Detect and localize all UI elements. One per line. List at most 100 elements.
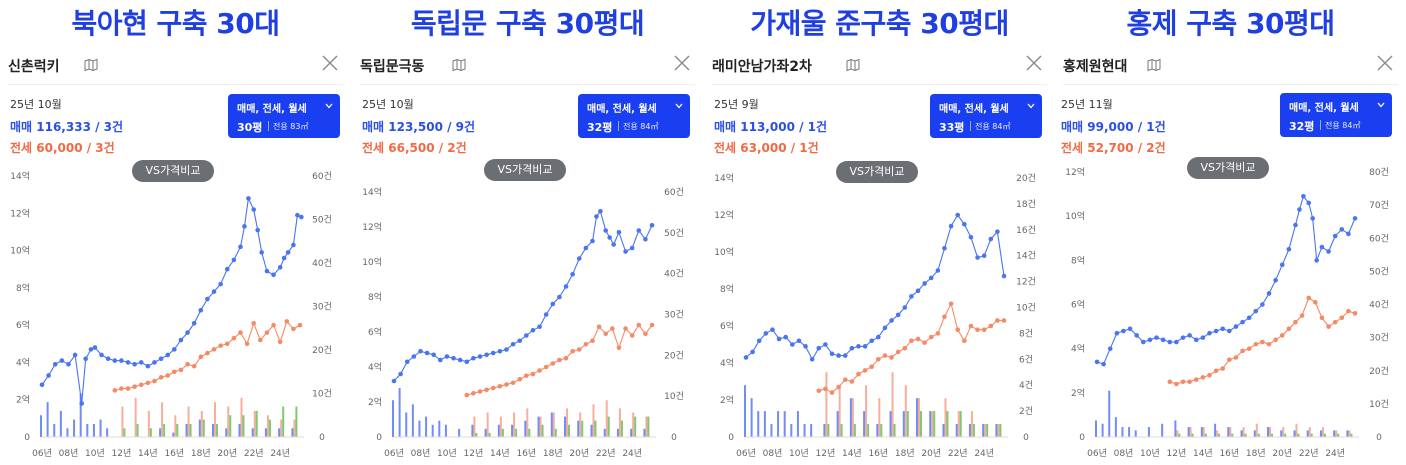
vs-compare-button[interactable]: VS가격비교 [132,160,214,182]
apartment-name[interactable]: 신촌럭키 [8,59,60,75]
divider [8,84,343,85]
chevron-down-icon [675,103,683,109]
volume-bar-monthly [620,420,623,437]
volume-bar-sale [777,411,780,437]
data-point-rent [948,301,954,307]
panel-heading: 가재울 준구축 30평대 [750,7,1009,40]
volume-bar-sale [99,419,102,437]
data-point-rent [968,323,974,329]
data-point-rent [464,392,470,398]
volume-bar-sale [823,424,826,437]
volume-bar-monthly [1218,433,1221,437]
filter-pyeong: 33평 [939,121,965,134]
volume-bar-sale [968,424,971,437]
filter-pyeong: 32평 [1289,120,1315,133]
volume-bar-sale [1101,423,1104,437]
volume-bar-monthly [581,420,584,437]
volume-bar-monthly [1231,433,1234,437]
data-point-sale [1339,227,1345,232]
x-tick-label: 08년 [411,448,431,459]
volume-bar-monthly [229,415,232,437]
map-icon[interactable] [1147,58,1161,72]
data-point-rent [981,327,987,333]
data-point-sale [928,275,934,281]
volume-bar-monthly [647,416,650,437]
volume-bar-monthly [1191,433,1194,437]
y-left-tick-label: 4억 [720,357,734,369]
data-point-sale [543,312,549,317]
volume-bar-sale [902,411,905,437]
volume-bar-rent [997,424,1000,437]
vs-compare-button[interactable]: VS가격비교 [836,161,918,183]
close-icon[interactable] [1023,52,1045,74]
data-point-sale [1147,337,1153,343]
x-tick-label: 10년 [85,448,105,459]
apartment-name[interactable]: 독립문극동 [360,59,425,75]
close-icon[interactable] [1374,52,1396,74]
data-point-sale [251,207,257,212]
volume-bar-sale [1267,427,1270,437]
volume-bar-monthly [607,416,610,437]
y-left-tick-label: 8억 [720,283,734,295]
data-point-rent [224,341,230,347]
volume-bar-sale [1121,427,1124,437]
apartment-name[interactable]: 홍제원현대 [1063,59,1128,75]
data-point-sale [643,236,648,242]
map-icon[interactable] [452,58,466,72]
data-point-sale [477,354,483,359]
vs-compare-button[interactable]: VS가격비교 [1187,157,1269,179]
filter-divider [618,121,619,131]
data-point-sale [517,338,523,344]
rent-summary: 전세 63,000 / 1건 [714,141,819,155]
volume-bar-sale [537,416,540,437]
trade-type-filter-button[interactable]: 매매, 전세, 월세 30평 전용 83㎡ [228,94,340,138]
data-point-sale [59,358,65,363]
filter-divider [268,121,269,131]
close-icon[interactable] [319,52,341,74]
volume-bar-monthly [1257,433,1260,437]
volume-bar-rent [1295,423,1298,437]
y-right-tick-label: 50건 [664,228,684,239]
volume-bar-rent [526,408,529,437]
volume-bar-monthly [1297,433,1300,437]
volume-bar-monthly [634,416,637,437]
data-point-rent [1319,315,1325,321]
trade-type-filter-button[interactable]: 매매, 전세, 월세 32평 전용 84㎡ [1280,93,1392,137]
data-point-rent [537,368,542,373]
data-point-sale [889,318,894,323]
data-point-sale [524,333,529,338]
y-left-tick-label: 0 [728,433,734,443]
volume-bar-sale [1174,420,1177,437]
data-point-sale [145,363,151,369]
data-point-rent [1326,324,1331,329]
data-point-sale [1154,335,1159,340]
data-point-sale [138,360,144,365]
close-icon[interactable] [671,52,693,74]
volume-bar-rent [1335,430,1338,437]
y-right-tick-label: 6건 [1019,354,1033,365]
y-right-tick-label: 10건 [664,391,684,402]
data-point-rent [238,330,243,335]
volume-bar-monthly [1350,433,1353,437]
data-point-sale [1266,291,1272,296]
data-point-sale [218,281,223,287]
apartment-name[interactable]: 래미안남가좌2차 [712,59,812,75]
map-icon[interactable] [846,58,860,72]
trade-type-filter-button[interactable]: 매매, 전세, 월세 32평 전용 84㎡ [578,94,690,138]
data-point-sale [909,294,914,299]
x-tick-label: 18년 [543,448,563,459]
data-point-sale [205,296,210,302]
data-point-rent [596,324,602,330]
trade-type-filter-button[interactable]: 매매, 전세, 월세 33평 전용 84㎡ [930,94,1042,138]
data-point-rent [125,386,131,391]
data-point-sale [1240,319,1245,325]
data-point-sale [198,307,204,313]
vs-compare-button[interactable]: VS가격비교 [484,159,566,181]
data-point-rent [477,389,483,394]
map-icon[interactable] [84,58,98,72]
data-point-sale [1246,315,1252,321]
data-point-sale [968,234,974,240]
apartment-header: 신촌럭키 [8,52,343,82]
data-point-sale [942,246,947,251]
volume-bar-rent [253,410,256,437]
